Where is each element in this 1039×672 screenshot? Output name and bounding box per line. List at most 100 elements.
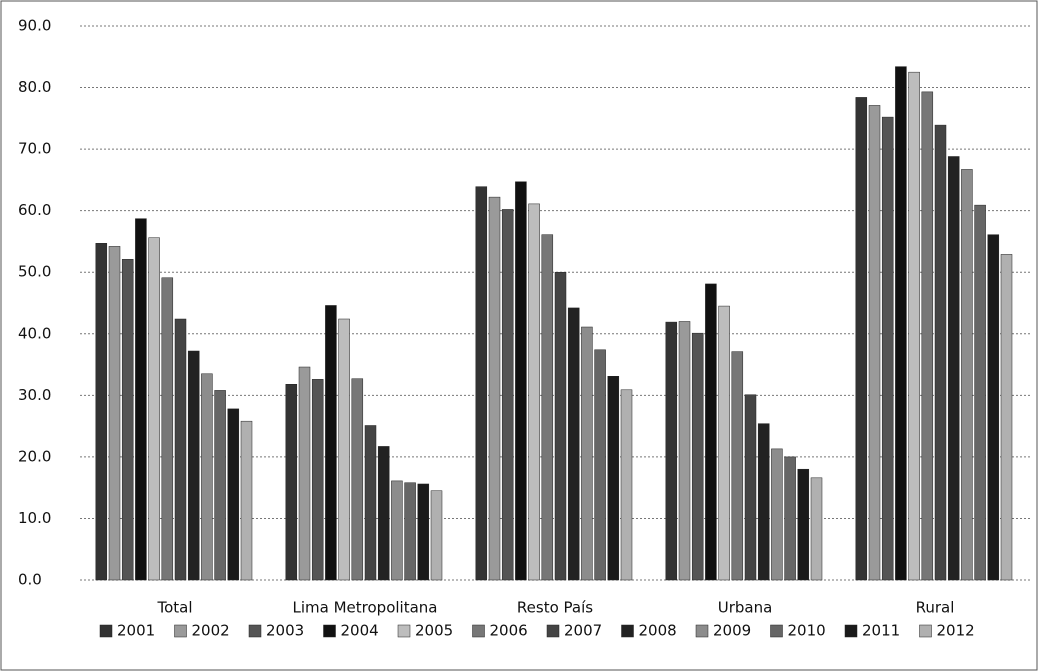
bar [430,490,443,581]
bar [757,423,770,581]
bar [855,97,868,581]
bar [528,203,540,581]
y-tick-label: 80.0 [18,78,51,96]
bar [581,326,593,581]
bar [121,259,134,581]
bar [607,376,620,581]
bar [554,271,567,581]
x-tick-label: Urbana [718,599,773,617]
bar [187,350,200,581]
bar [227,408,240,581]
bar [417,483,430,581]
bar [691,332,704,581]
bar [934,124,947,581]
bar [404,482,416,581]
bar [95,243,108,581]
bar [148,237,160,581]
bar [201,373,213,581]
bar [338,318,350,581]
bar [678,321,691,581]
legend-swatch [770,624,783,638]
bar [881,116,894,581]
y-tick-label: 20.0 [18,447,51,465]
legend-swatch [844,624,858,638]
bar [1000,254,1013,581]
bar [921,91,934,581]
legend-label: 2008 [639,622,677,640]
bar [567,307,580,581]
bar [744,394,757,581]
bar [285,384,298,581]
bar [161,277,174,581]
x-tick-label: Lima Metropolitana [293,599,438,617]
bar [810,477,823,581]
bar [174,318,187,581]
bar [594,349,606,581]
legend-label: 2011 [862,622,900,640]
bar [718,305,730,581]
y-tick-label: 90.0 [18,17,51,35]
legend-label: 2009 [713,622,751,640]
bar [541,234,554,581]
legend-swatch [397,624,411,638]
bar [868,105,881,581]
bar [135,218,147,581]
bar [515,181,527,581]
bar [705,283,717,581]
legend-label: 2003 [266,622,304,640]
bar [731,351,744,581]
legend-label: 2002 [192,622,230,640]
x-tick-label: Resto País [517,599,593,617]
legend-label: 2005 [415,622,453,640]
y-tick-label: 70.0 [18,140,51,158]
legend-label: 2012 [937,622,975,640]
bar [961,169,973,581]
legend-label: 2001 [117,622,155,640]
legend-swatch [472,624,485,638]
bar [377,446,390,581]
bar [311,379,324,581]
bar [784,456,796,581]
legend-swatch [621,624,634,638]
bar [895,66,907,581]
legend-label: 2004 [341,622,379,640]
bar [488,196,501,581]
bar [298,366,311,581]
bar [325,305,337,581]
x-tick-label: Rural [916,599,955,617]
bar [974,204,986,581]
legend-swatch [99,624,113,638]
legend-swatch [695,624,709,638]
bar [620,389,633,581]
y-tick-label: 30.0 [18,386,51,404]
bar [391,480,403,581]
bar [351,378,364,581]
legend-swatch [323,624,336,638]
y-tick-label: 50.0 [18,263,51,281]
bar [771,448,783,581]
bar [240,420,253,581]
y-tick-label: 10.0 [18,509,51,527]
legend-swatch [174,624,187,638]
bar [214,390,226,581]
bar [501,209,514,581]
bar [947,156,960,581]
bar [665,321,678,581]
bar [364,425,377,581]
bar [108,246,121,581]
legend-swatch [919,624,932,638]
legend-swatch [248,624,262,638]
legend-swatch [546,624,560,638]
legend-label: 2010 [788,622,826,640]
bar [908,71,920,581]
bar [475,186,488,581]
legend-label: 2007 [564,622,602,640]
legend-label: 2006 [490,622,528,640]
y-tick-label: 0.0 [18,571,42,589]
bar [987,234,1000,581]
bar [797,468,810,581]
x-tick-label: Total [156,599,192,617]
